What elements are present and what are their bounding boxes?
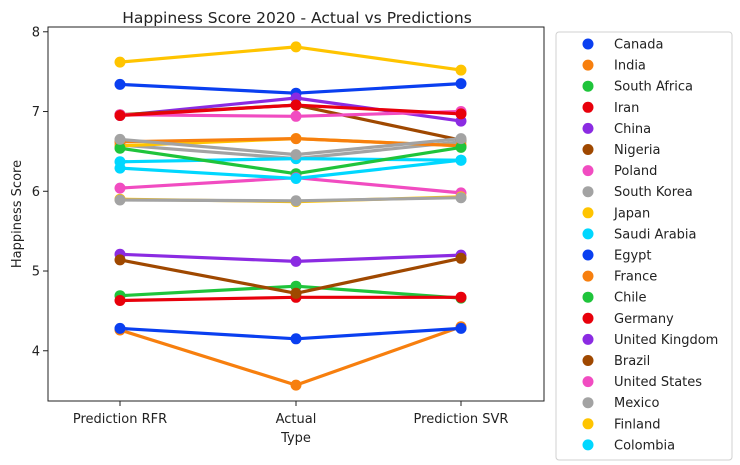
legend-marker <box>582 207 594 219</box>
data-point-1-1 <box>290 379 302 391</box>
legend-box <box>555 31 733 461</box>
y-axis-label: Happiness Score <box>10 160 25 268</box>
data-point-10-1 <box>290 333 302 345</box>
data-point-3-0 <box>114 295 126 306</box>
legend-label: France <box>614 270 657 285</box>
legend-label: Poland <box>614 164 657 179</box>
legend-marker <box>582 291 594 303</box>
legend-marker <box>582 439 594 451</box>
data-point-18-0 <box>114 56 126 68</box>
data-point-21-0 <box>114 194 126 206</box>
legend: Canada India South Africa Iran China Nigeria P… <box>555 31 733 461</box>
legend-label: United States <box>614 375 702 390</box>
data-point-14-1 <box>290 255 302 267</box>
y-axis: 4 5 6 7 8 <box>32 25 48 359</box>
data-point-6-1 <box>290 110 302 122</box>
data-point-21-1 <box>290 195 302 207</box>
x-tick-label: Prediction RFR <box>73 412 167 427</box>
legend-marker <box>582 38 594 50</box>
legend-label: Brazil <box>614 354 650 369</box>
legend-label: Chile <box>614 291 647 306</box>
x-tick-label: Prediction SVR <box>414 412 509 427</box>
data-point-17-2 <box>455 133 467 145</box>
legend-marker <box>582 312 594 324</box>
data-point-15-1 <box>290 287 302 299</box>
legend-marker <box>582 144 594 155</box>
data-point-18-2 <box>455 64 467 76</box>
legend-label: Finland <box>614 417 660 432</box>
legend-marker <box>582 249 594 261</box>
data-point-19-2 <box>455 154 467 166</box>
y-tick-label: 7 <box>32 105 40 120</box>
data-point-0-2 <box>455 78 467 90</box>
legend-marker <box>582 355 594 366</box>
legend-label: Japan <box>613 206 650 221</box>
legend-label: Colombia <box>614 438 675 453</box>
data-point-19-0 <box>114 162 126 174</box>
data-point-17-0 <box>114 133 126 145</box>
x-tick-label: Actual <box>276 412 317 427</box>
legend-marker <box>582 376 594 388</box>
data-point-21-2 <box>455 192 467 204</box>
data-point-10-2 <box>455 322 467 334</box>
legend-label: Germany <box>614 312 674 327</box>
legend-marker <box>582 80 594 92</box>
legend-label: Iran <box>614 101 639 116</box>
legend-label: Egypt <box>614 249 652 264</box>
legend-marker <box>582 397 594 409</box>
legend-label: Nigeria <box>614 143 661 158</box>
legend-marker <box>582 59 594 71</box>
legend-items: Canada India South Africa Iran China Nigeria P… <box>582 38 718 453</box>
data-point-0-0 <box>114 78 126 90</box>
legend-marker <box>582 228 594 240</box>
data-point-13-0 <box>114 110 126 121</box>
x-axis-label: Type <box>280 431 311 446</box>
data-point-18-1 <box>290 41 302 53</box>
data-point-10-0 <box>114 322 126 334</box>
data-point-3-2 <box>455 291 467 303</box>
legend-label: China <box>614 122 651 137</box>
legend-label: Canada <box>614 38 663 53</box>
x-axis: Prediction RFR Actual Prediction SVR <box>73 401 509 427</box>
legend-label: South Korea <box>614 185 693 200</box>
data-point-13-2 <box>455 108 467 120</box>
legend-label: Mexico <box>614 396 659 411</box>
legend-marker <box>582 270 594 282</box>
legend-marker <box>582 122 594 134</box>
data-point-19-1 <box>290 173 302 184</box>
legend-label: Saudi Arabia <box>614 227 697 242</box>
data-point-17-1 <box>290 149 302 161</box>
data-point-12-2 <box>455 141 467 153</box>
y-tick-label: 4 <box>32 344 40 359</box>
data-point-15-0 <box>114 254 126 266</box>
legend-marker <box>582 101 594 113</box>
legend-marker <box>582 165 594 177</box>
series-points <box>114 41 467 391</box>
data-point-16-0 <box>114 182 126 194</box>
y-tick-label: 6 <box>32 185 40 200</box>
data-point-11-1 <box>290 133 302 145</box>
legend-label: South Africa <box>614 80 693 95</box>
y-tick-label: 5 <box>32 265 40 280</box>
data-point-13-1 <box>290 99 302 111</box>
legend-marker <box>582 186 594 198</box>
legend-label: United Kingdom <box>614 333 718 348</box>
legend-marker <box>582 418 594 430</box>
data-point-15-2 <box>455 252 467 264</box>
data-point-12-0 <box>114 142 126 154</box>
chart-title: Happiness Score 2020 - Actual vs Predict… <box>122 9 472 27</box>
legend-label: India <box>614 59 646 74</box>
legend-marker <box>582 333 594 345</box>
y-tick-label: 8 <box>32 25 40 40</box>
